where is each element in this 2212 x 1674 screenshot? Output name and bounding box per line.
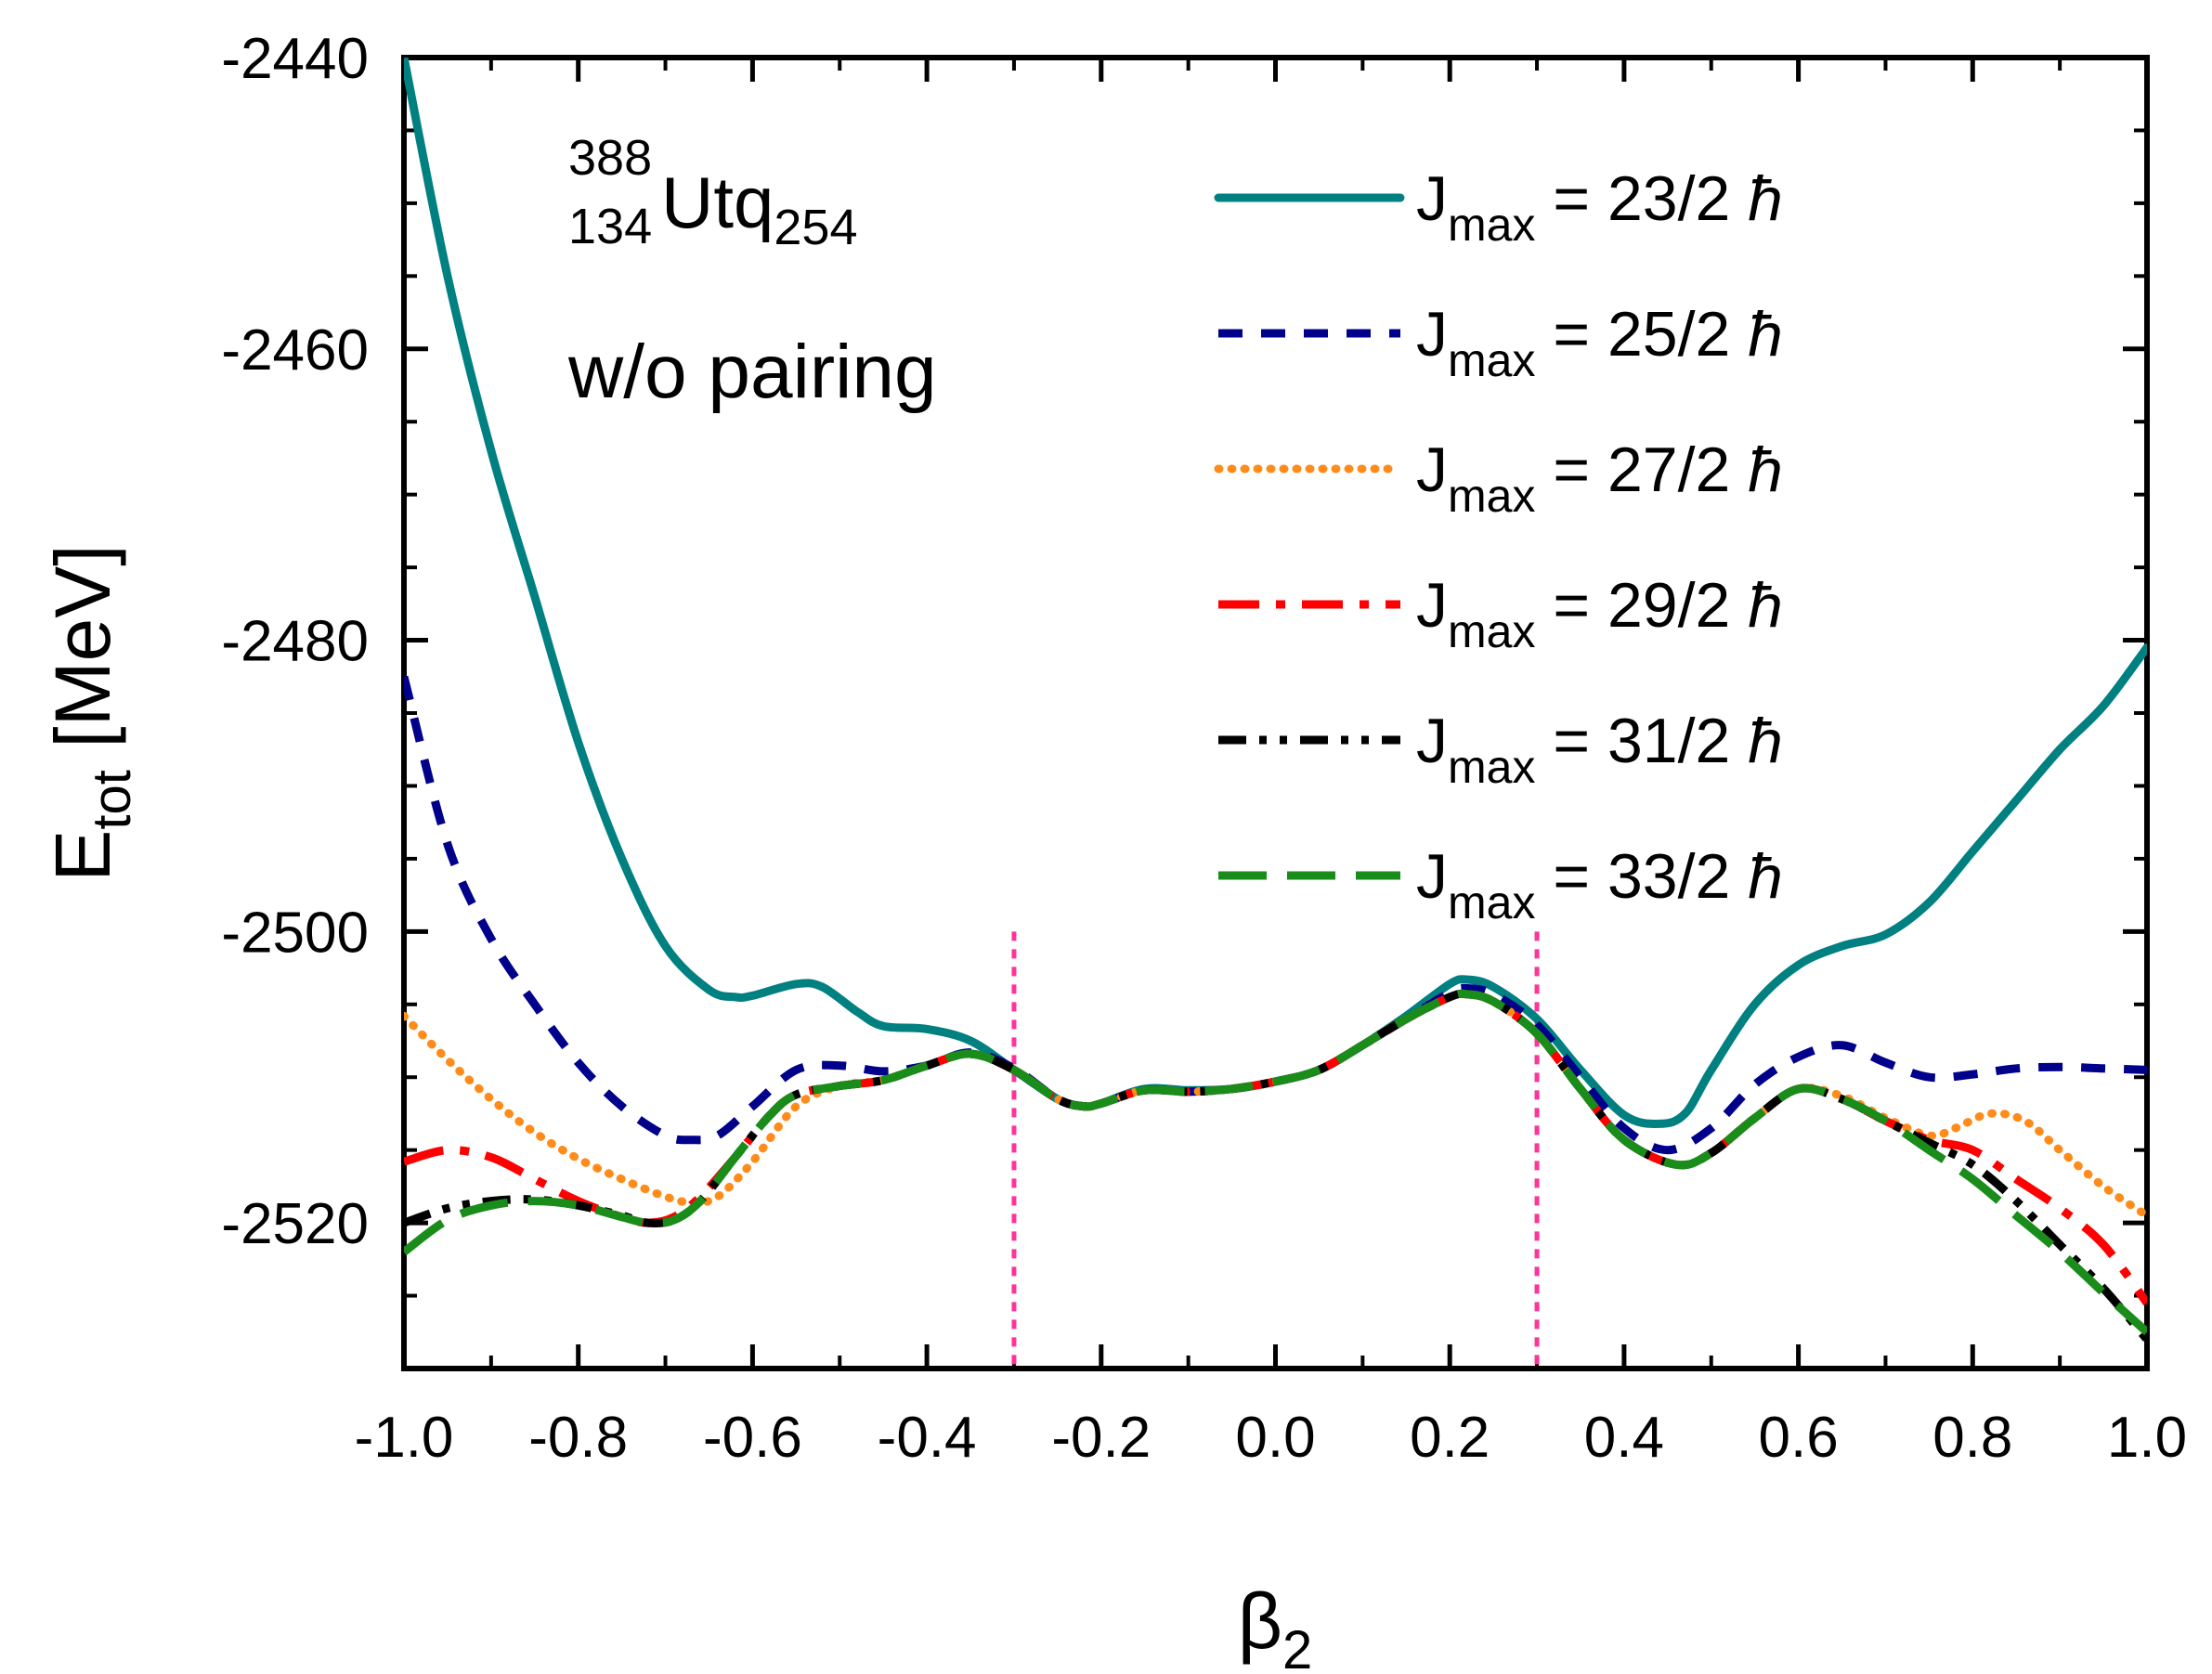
legend-label-hbar: ħ bbox=[1748, 706, 1783, 776]
x-tick-label: 0.4 bbox=[1584, 1406, 1664, 1470]
nucleus-symbol-main: Utq bbox=[661, 162, 774, 243]
y-axis-label-sub: tot bbox=[82, 770, 142, 830]
nucleus-mass: 388 bbox=[568, 130, 652, 186]
legend-label-value: = 25/2 bbox=[1535, 299, 1748, 370]
legend-label-value: = 29/2 bbox=[1535, 570, 1748, 641]
nucleus-charge: 134 bbox=[568, 199, 652, 254]
legend-label-hbar: ħ bbox=[1748, 435, 1783, 505]
series-line-4 bbox=[404, 989, 2147, 1306]
x-tick-label: -0.4 bbox=[878, 1406, 977, 1470]
y-tick-label: -2460 bbox=[221, 318, 369, 383]
y-axis-label: Etot [MeV] bbox=[39, 544, 142, 881]
legend-label-main: J bbox=[1416, 706, 1448, 776]
legend-label-main: J bbox=[1416, 299, 1448, 370]
x-tick-label: 0.0 bbox=[1235, 1406, 1315, 1470]
legend-label-main: J bbox=[1416, 841, 1448, 912]
y-tick-label: -2500 bbox=[221, 901, 369, 965]
legend-label-value: = 31/2 bbox=[1535, 706, 1748, 776]
nucleus-neutrons: 254 bbox=[774, 200, 857, 255]
legend-label-3: Jmax = 27/2 ħ bbox=[1416, 435, 1783, 522]
x-tick-label: 0.2 bbox=[1410, 1406, 1490, 1470]
x-tick-label: -0.8 bbox=[528, 1406, 628, 1470]
legend-label-hbar: ħ bbox=[1748, 163, 1783, 234]
nucleus-annotation: 388 134 Utq254 bbox=[568, 130, 858, 255]
legend-label-main: J bbox=[1416, 570, 1448, 641]
y-axis-label-rest: [MeV] bbox=[39, 544, 126, 770]
x-axis-label-main: β bbox=[1238, 1577, 1282, 1665]
y-axis-label-main: E bbox=[39, 830, 126, 882]
legend-label-sub: max bbox=[1448, 470, 1535, 522]
axis-ticks bbox=[401, 55, 2150, 1370]
legend-label-hbar: ħ bbox=[1748, 570, 1783, 641]
series-line-5 bbox=[404, 989, 2147, 1343]
legend-label-value: = 23/2 bbox=[1535, 163, 1748, 234]
legend-label-1: Jmax = 23/2 ħ bbox=[1416, 163, 1783, 251]
x-axis-label: β2 bbox=[1238, 1577, 1313, 1674]
plot-frame bbox=[401, 55, 2150, 1371]
x-tick-label: 0.6 bbox=[1758, 1406, 1838, 1470]
legend-label-hbar: ħ bbox=[1748, 299, 1783, 370]
y-tick-label: -2520 bbox=[221, 1192, 369, 1256]
reference-lines bbox=[1011, 931, 1540, 1369]
y-tick-label: -2480 bbox=[221, 610, 369, 674]
legend-label-4: Jmax = 29/2 ħ bbox=[1416, 570, 1783, 657]
legend-label-sub: max bbox=[1448, 334, 1535, 386]
x-tick-label: 1.0 bbox=[2107, 1406, 2187, 1470]
nucleus-symbol: Utq254 bbox=[661, 162, 858, 255]
legend-label-main: J bbox=[1416, 163, 1448, 234]
legend-label-sub: max bbox=[1448, 605, 1535, 657]
legend-label-6: Jmax = 33/2 ħ bbox=[1416, 841, 1783, 928]
y-tick-label: -2440 bbox=[221, 27, 369, 91]
series-group bbox=[404, 58, 2147, 1343]
y-tick-labels: -2520 -2500 -2480 -2460 -2440 bbox=[221, 27, 369, 1256]
series-line-3 bbox=[404, 989, 2147, 1220]
x-tick-label: -0.2 bbox=[1051, 1406, 1151, 1470]
pairing-note: w/o pairing bbox=[567, 330, 937, 414]
legend-label-sub: max bbox=[1448, 199, 1535, 251]
legend-label-hbar: ħ bbox=[1748, 841, 1783, 912]
legend-label-value: = 27/2 bbox=[1535, 435, 1748, 505]
legend-label-sub: max bbox=[1448, 876, 1535, 928]
legend-label-value: = 33/2 bbox=[1535, 841, 1748, 912]
legend-label-main: J bbox=[1416, 435, 1448, 505]
legend-label-sub: max bbox=[1448, 741, 1535, 793]
legend-label-2: Jmax = 25/2 ħ bbox=[1416, 299, 1783, 386]
series-line-6 bbox=[404, 989, 2147, 1336]
x-axis-label-sub: 2 bbox=[1282, 1620, 1312, 1674]
x-tick-label: -1.0 bbox=[355, 1406, 454, 1470]
legend-label-5: Jmax = 31/2 ħ bbox=[1416, 706, 1783, 793]
x-tick-label: -0.6 bbox=[703, 1406, 802, 1470]
x-tick-labels: -1.0 -0.8 -0.6 -0.4 -0.2 0.0 0.2 0.4 0.6 0.8 1.0 bbox=[355, 1406, 2188, 1470]
x-tick-label: 0.8 bbox=[1932, 1406, 2012, 1470]
